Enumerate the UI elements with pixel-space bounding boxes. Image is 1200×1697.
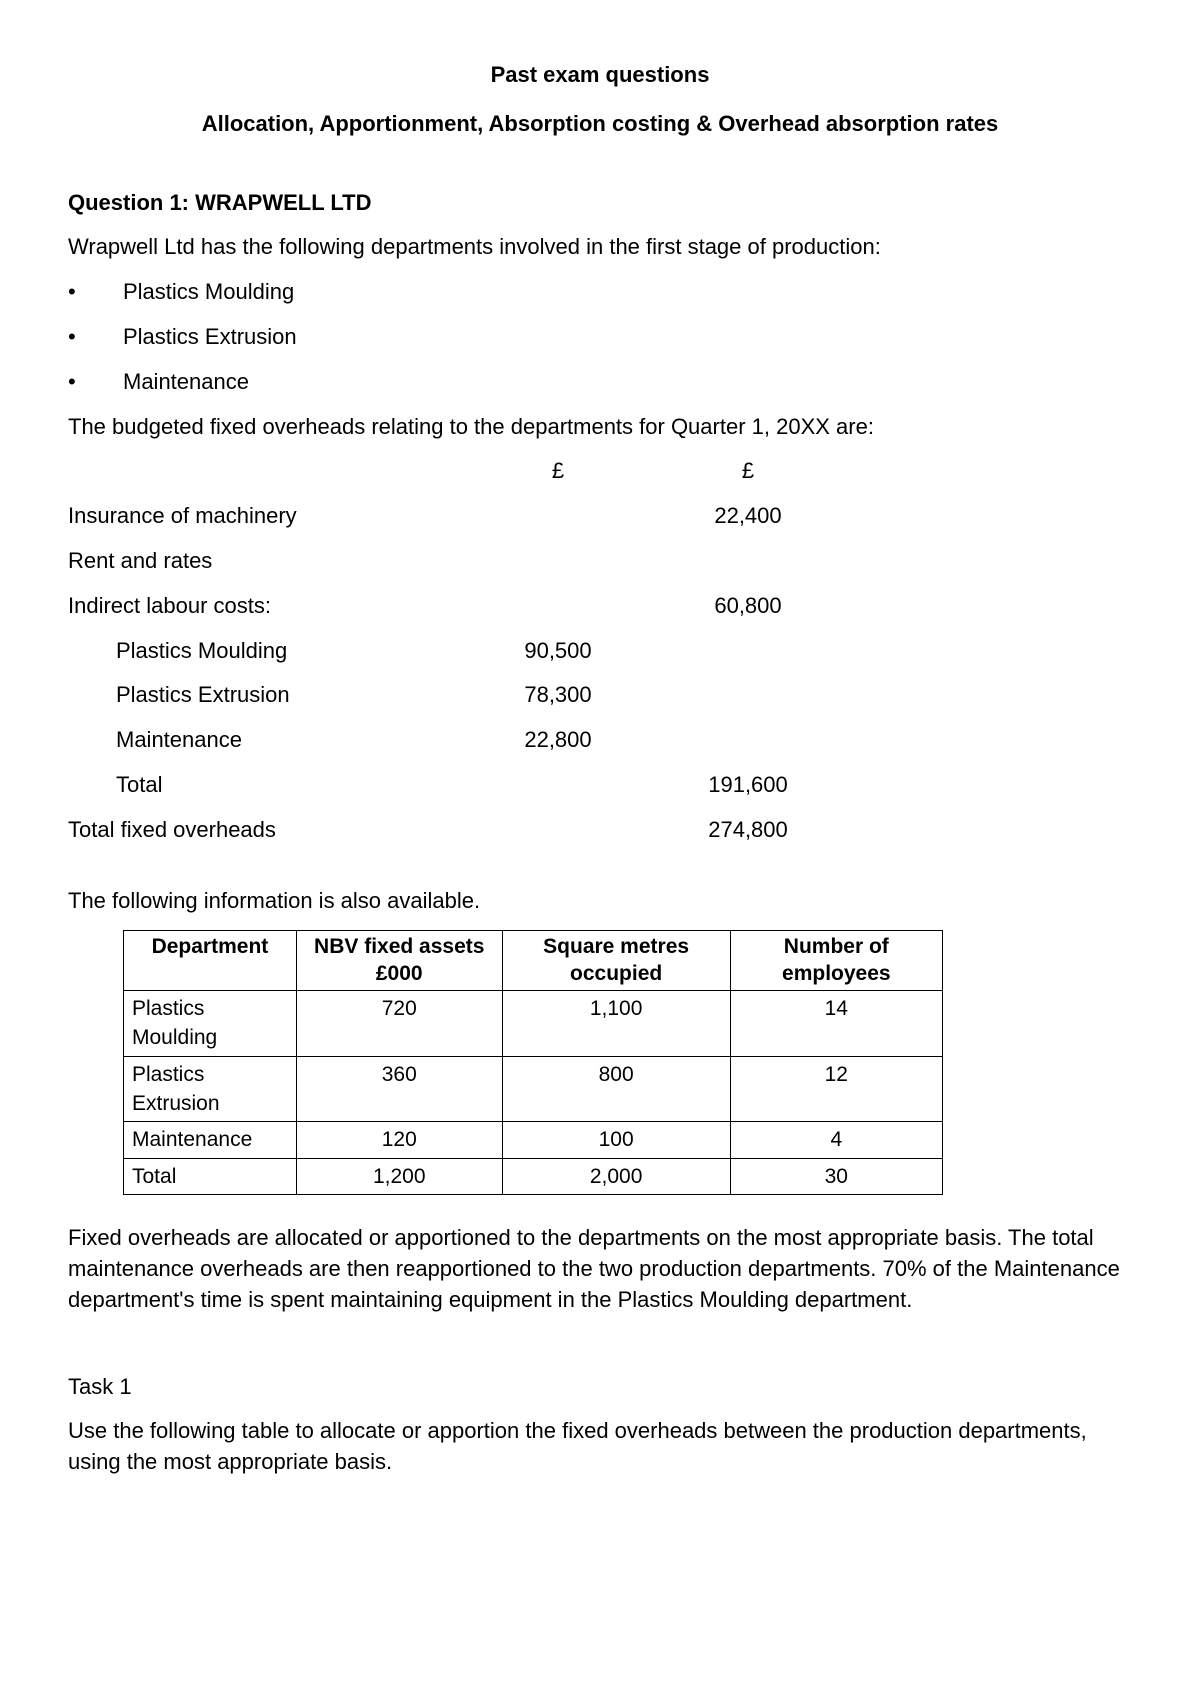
overheads-row-col2: 191,600 bbox=[653, 770, 843, 801]
overheads-row-col2: 22,400 bbox=[653, 501, 843, 532]
table-cell: Plastics Moulding bbox=[124, 990, 297, 1056]
table-header-cell: Square metres occupied bbox=[502, 931, 730, 991]
table-cell: 800 bbox=[502, 1056, 730, 1122]
bullet-icon: • bbox=[68, 277, 123, 308]
overheads-block: £ £ Insurance of machinery 22,400 Rent a… bbox=[68, 456, 1132, 845]
explain-paragraph: Fixed overheads are allocated or apporti… bbox=[68, 1223, 1132, 1315]
overheads-header-row: £ £ bbox=[68, 456, 1132, 487]
table-row: Plastics Extrusion 360 800 12 bbox=[124, 1056, 943, 1122]
overheads-header-blank bbox=[68, 456, 463, 487]
table-header-cell: Department bbox=[124, 931, 297, 991]
overheads-row: Maintenance 22,800 bbox=[68, 725, 1132, 756]
table-cell: 1,100 bbox=[502, 990, 730, 1056]
overheads-header-col2: £ bbox=[653, 456, 843, 487]
page-title: Past exam questions bbox=[68, 60, 1132, 91]
overheads-row-col2: 60,800 bbox=[653, 591, 843, 622]
table-cell: 14 bbox=[730, 990, 942, 1056]
overheads-row-col2 bbox=[653, 636, 843, 667]
overheads-row-col2 bbox=[653, 725, 843, 756]
overheads-row-col1 bbox=[463, 770, 653, 801]
table-row: Total 1,200 2,000 30 bbox=[124, 1158, 943, 1194]
overheads-row-col1 bbox=[463, 815, 653, 846]
table-row: Plastics Moulding 720 1,100 14 bbox=[124, 990, 943, 1056]
list-item: • Plastics Extrusion bbox=[68, 322, 1132, 353]
overheads-row-label: Total fixed overheads bbox=[68, 815, 463, 846]
table-cell: 30 bbox=[730, 1158, 942, 1194]
list-item: • Plastics Moulding bbox=[68, 277, 1132, 308]
overheads-row-label: Insurance of machinery bbox=[68, 501, 463, 532]
info-table: Department NBV fixed assets £000 Square … bbox=[123, 930, 943, 1195]
overheads-row: Plastics Moulding 90,500 bbox=[68, 636, 1132, 667]
question-heading: Question 1: WRAPWELL LTD bbox=[68, 188, 1132, 219]
task-body: Use the following table to allocate or a… bbox=[68, 1416, 1132, 1478]
table-row: Maintenance 120 100 4 bbox=[124, 1122, 943, 1158]
bullet-list: • Plastics Moulding • Plastics Extrusion… bbox=[68, 277, 1132, 397]
table-cell: 100 bbox=[502, 1122, 730, 1158]
overheads-row-label: Plastics Moulding bbox=[68, 636, 463, 667]
table-header-cell: Number of employees bbox=[730, 931, 942, 991]
overheads-row-col2 bbox=[653, 680, 843, 711]
page: Past exam questions Allocation, Apportio… bbox=[0, 0, 1200, 1697]
overheads-row-col1: 78,300 bbox=[463, 680, 653, 711]
overheads-row-col1 bbox=[463, 591, 653, 622]
task-heading: Task 1 bbox=[68, 1372, 1132, 1403]
overheads-row-col2 bbox=[653, 546, 843, 577]
overheads-row-label: Maintenance bbox=[68, 725, 463, 756]
table-cell: 360 bbox=[296, 1056, 502, 1122]
overheads-row-label: Total bbox=[68, 770, 463, 801]
bullet-icon: • bbox=[68, 367, 123, 398]
table-cell: 12 bbox=[730, 1056, 942, 1122]
info-intro: The following information is also availa… bbox=[68, 886, 1132, 917]
list-item: • Maintenance bbox=[68, 367, 1132, 398]
overheads-row-col1: 90,500 bbox=[463, 636, 653, 667]
overheads-row-label: Rent and rates bbox=[68, 546, 463, 577]
list-item-label: Maintenance bbox=[123, 367, 249, 398]
table-cell: Total bbox=[124, 1158, 297, 1194]
overheads-row-col2: 274,800 bbox=[653, 815, 843, 846]
overheads-row: Insurance of machinery 22,400 bbox=[68, 501, 1132, 532]
overheads-row-col1: 22,800 bbox=[463, 725, 653, 756]
table-header-row: Department NBV fixed assets £000 Square … bbox=[124, 931, 943, 991]
table-cell: Maintenance bbox=[124, 1122, 297, 1158]
overheads-row: Plastics Extrusion 78,300 bbox=[68, 680, 1132, 711]
list-item-label: Plastics Extrusion bbox=[123, 322, 297, 353]
table-cell: 720 bbox=[296, 990, 502, 1056]
overheads-row: Total fixed overheads 274,800 bbox=[68, 815, 1132, 846]
list-item-label: Plastics Moulding bbox=[123, 277, 294, 308]
table-cell: 120 bbox=[296, 1122, 502, 1158]
table-cell: 1,200 bbox=[296, 1158, 502, 1194]
bullet-icon: • bbox=[68, 322, 123, 353]
table-cell: 4 bbox=[730, 1122, 942, 1158]
table-cell: 2,000 bbox=[502, 1158, 730, 1194]
overheads-row-col1 bbox=[463, 501, 653, 532]
page-subtitle: Allocation, Apportionment, Absorption co… bbox=[68, 109, 1132, 140]
table-cell: Plastics Extrusion bbox=[124, 1056, 297, 1122]
table-header-cell: NBV fixed assets £000 bbox=[296, 931, 502, 991]
overheads-row: Rent and rates bbox=[68, 546, 1132, 577]
overheads-row: Indirect labour costs: 60,800 bbox=[68, 591, 1132, 622]
overheads-row-label: Indirect labour costs: bbox=[68, 591, 463, 622]
question-intro: Wrapwell Ltd has the following departmen… bbox=[68, 232, 1132, 263]
overheads-row: Total 191,600 bbox=[68, 770, 1132, 801]
overheads-header-col1: £ bbox=[463, 456, 653, 487]
overheads-row-label: Plastics Extrusion bbox=[68, 680, 463, 711]
budget-intro: The budgeted fixed overheads relating to… bbox=[68, 412, 1132, 443]
overheads-row-col1 bbox=[463, 546, 653, 577]
